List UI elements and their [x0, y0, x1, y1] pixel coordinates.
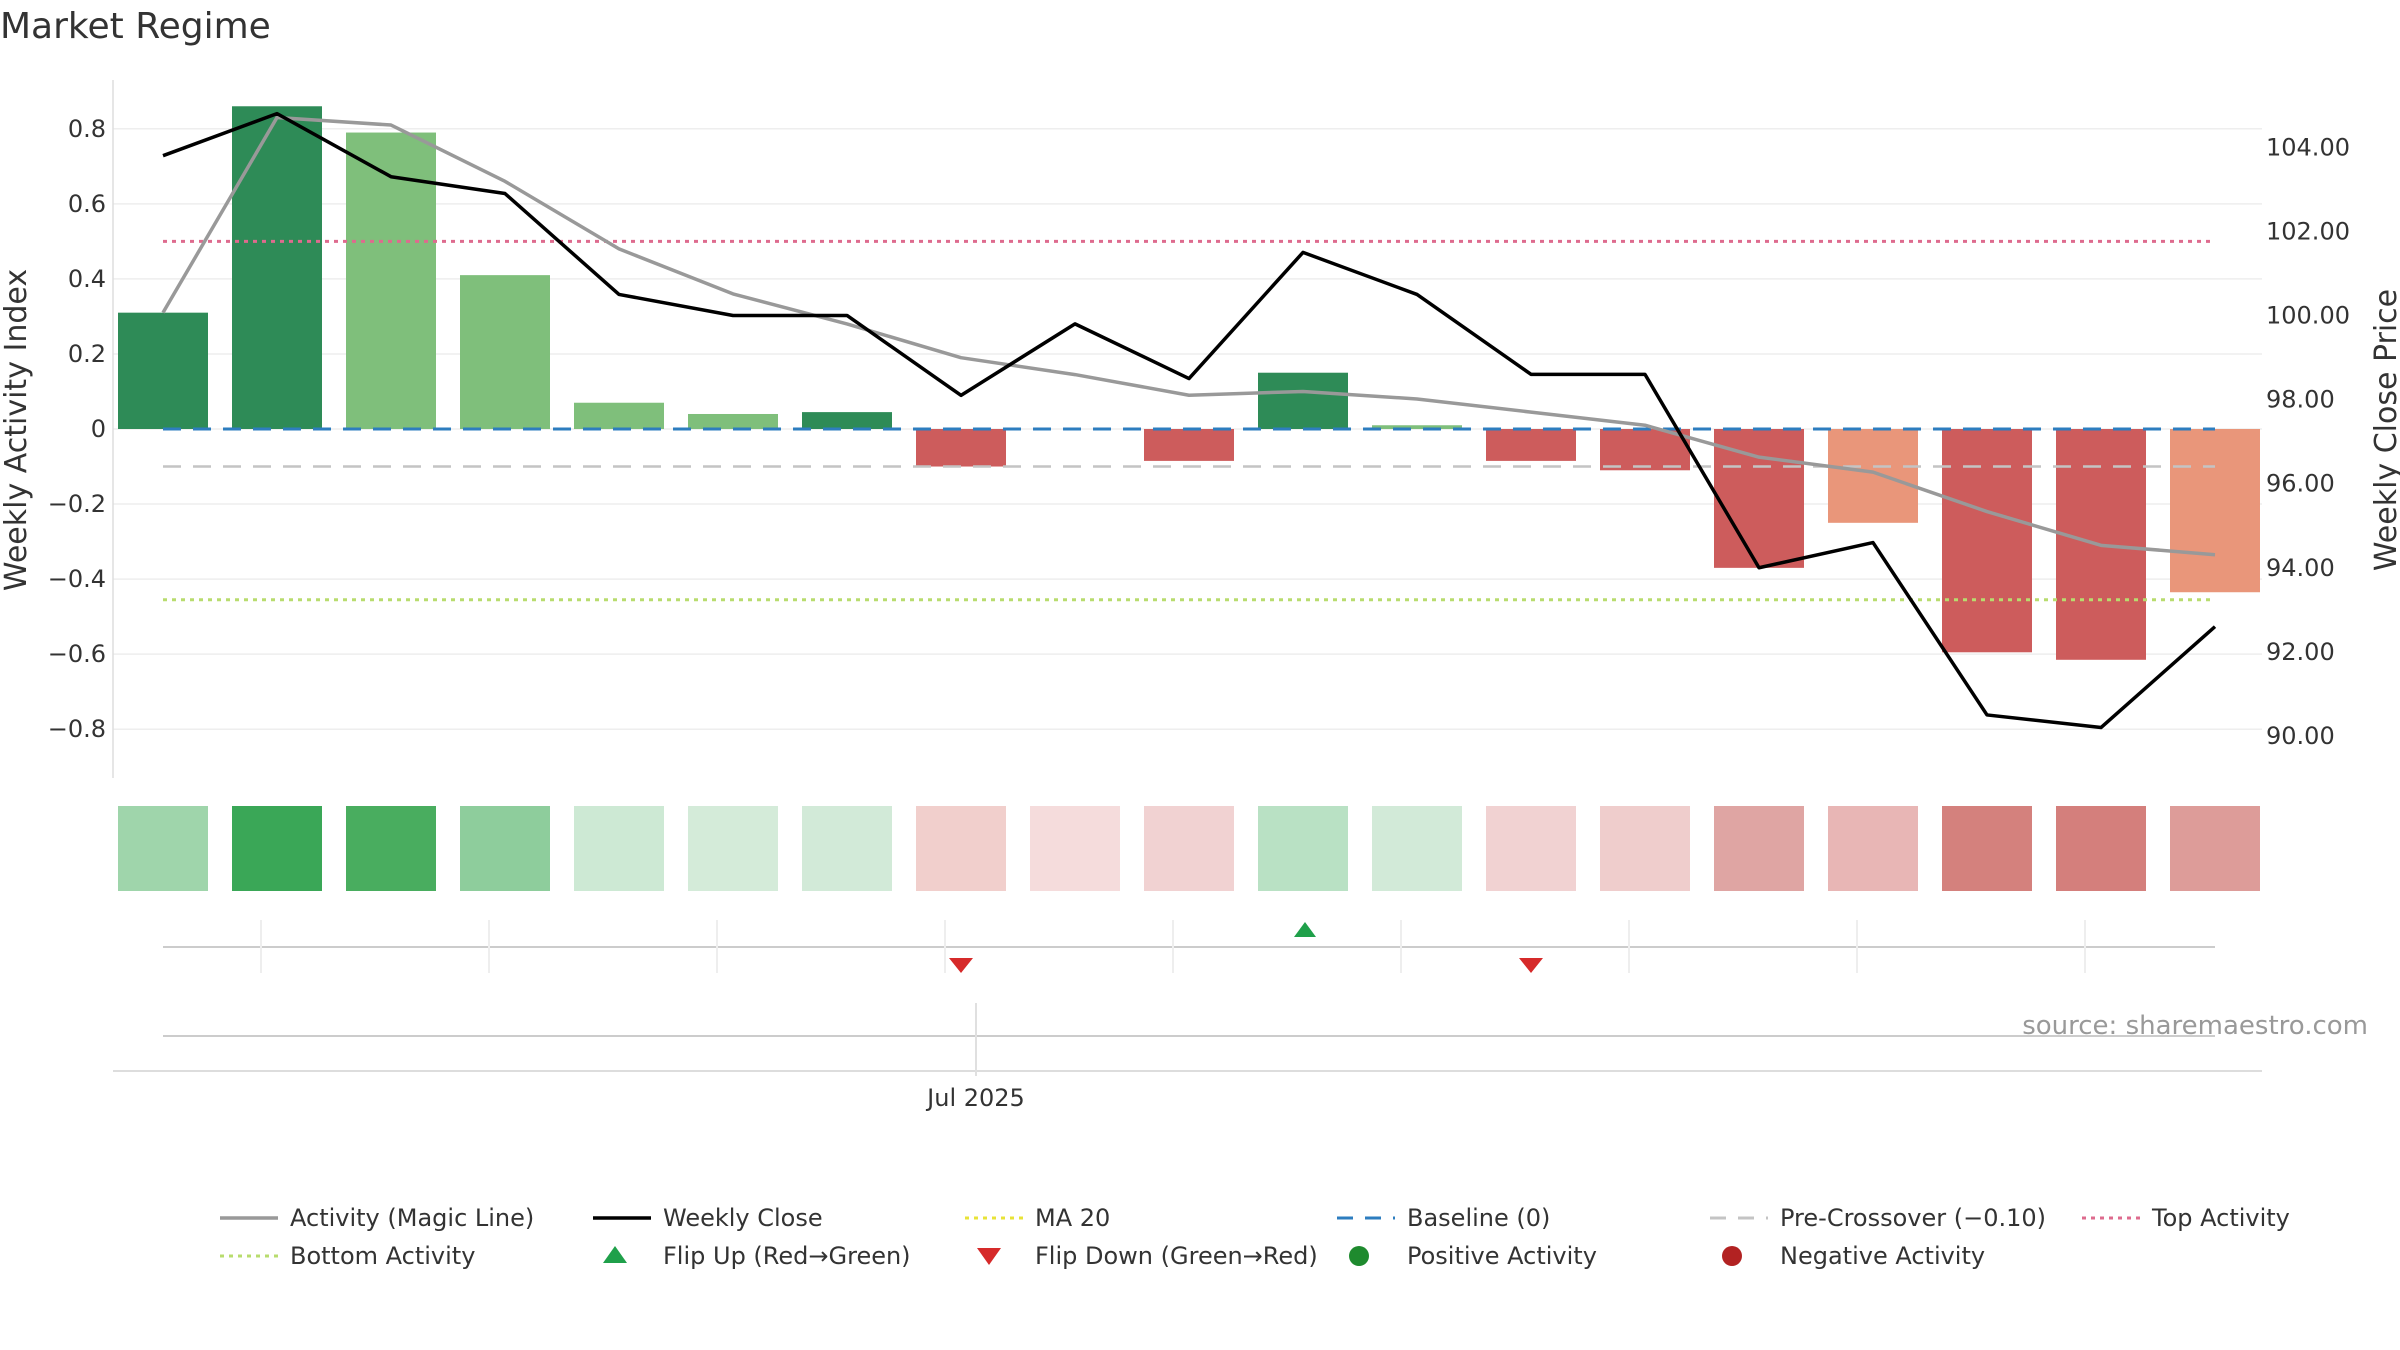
- legend-label: Positive Activity: [1407, 1242, 1597, 1270]
- reference-lines: [163, 239, 2215, 602]
- y-axis-title: Weekly Activity Index: [0, 269, 34, 591]
- date-axis: Jul 2025: [113, 1003, 2262, 1112]
- right-tick-labels: 104.00 102.00 100.00 98.00 96.00 94.00 92.00 90…: [2266, 133, 2350, 750]
- legend-item: Flip Up (Red→Green): [603, 1242, 911, 1270]
- activity-bar: [1258, 372, 1348, 429]
- flip-down-marker: [949, 958, 973, 973]
- legend-item: Baseline (0): [1337, 1204, 1550, 1232]
- heat-cell: [1030, 806, 1120, 891]
- y-tick-label: 0: [91, 415, 106, 443]
- y-tick-label: 0.2: [68, 340, 106, 368]
- y2-tick-label: 96.00: [2266, 470, 2335, 498]
- heat-cell: [1600, 806, 1690, 891]
- legend-item: Positive Activity: [1349, 1242, 1597, 1270]
- activity-bar: [1828, 429, 1918, 523]
- activity-bar: [574, 402, 664, 429]
- heat-cell: [916, 806, 1006, 891]
- chart-title: Market Regime: [0, 6, 271, 47]
- legend-item: Pre-Crossover (−0.10): [1710, 1204, 2046, 1232]
- heat-cell: [1258, 806, 1348, 891]
- left-tick-labels: 0.8 0.6 0.4 0.2 0 −0.2 −0.4 −0.6 −0.8: [48, 115, 106, 743]
- heat-cell: [1144, 806, 1234, 891]
- flip-up-marker: [1294, 922, 1316, 937]
- legend-item: Bottom Activity: [220, 1242, 475, 1270]
- legend-item: Activity (Magic Line): [220, 1204, 534, 1232]
- activity-bar: [1372, 425, 1462, 429]
- legend-label: Negative Activity: [1780, 1242, 1985, 1270]
- y-tick-label: −0.8: [48, 715, 106, 743]
- y-tick-label: −0.2: [48, 490, 106, 518]
- y2-tick-label: 100.00: [2266, 301, 2350, 329]
- legend-label: Flip Up (Red→Green): [663, 1242, 911, 1270]
- y2-tick-label: 102.00: [2266, 217, 2350, 245]
- activity-bar: [802, 412, 892, 429]
- legend-item: Top Activity: [2082, 1204, 2290, 1232]
- heat-cell: [232, 806, 322, 891]
- y-tick-label: 0.4: [68, 265, 106, 293]
- flip-down-marker: [1519, 958, 1543, 973]
- heat-cell: [688, 806, 778, 891]
- series-lines: [161, 111, 2217, 730]
- heat-cell: [1942, 806, 2032, 891]
- legend-label: Activity (Magic Line): [290, 1204, 534, 1232]
- activity-bars: [118, 106, 2260, 660]
- y-tick-label: 0.6: [68, 190, 106, 218]
- legend-swatch: [1349, 1246, 1369, 1266]
- legend-item: Weekly Close: [593, 1204, 823, 1232]
- legend-label: Pre-Crossover (−0.10): [1780, 1204, 2046, 1232]
- y-tick-label: −0.6: [48, 640, 106, 668]
- heat-strip: [118, 806, 2260, 891]
- heat-cell: [460, 806, 550, 891]
- x-tick-label: Jul 2025: [925, 1084, 1025, 1112]
- heat-cell: [1714, 806, 1804, 891]
- heat-cell: [2170, 806, 2260, 891]
- activity-bar: [2170, 429, 2260, 593]
- legend-item: MA 20: [965, 1204, 1110, 1232]
- heat-cell: [574, 806, 664, 891]
- activity-bar: [688, 413, 778, 429]
- activity-bar: [118, 312, 208, 429]
- legend-swatch: [1722, 1246, 1742, 1266]
- legend-swatch: [977, 1248, 1001, 1265]
- heat-cell: [1828, 806, 1918, 891]
- heat-cell: [2056, 806, 2146, 891]
- heat-cell: [1486, 806, 1576, 891]
- legend-label: Weekly Close: [663, 1204, 823, 1232]
- legend-item: Flip Down (Green→Red): [977, 1242, 1318, 1270]
- activity-bar: [1486, 429, 1576, 461]
- y2-tick-label: 104.00: [2266, 133, 2350, 161]
- y2-tick-label: 90.00: [2266, 722, 2335, 750]
- y2-tick-label: 98.00: [2266, 386, 2335, 414]
- legend-label: Baseline (0): [1407, 1204, 1550, 1232]
- y-tick-label: 0.8: [68, 115, 106, 143]
- activity-bar: [460, 275, 550, 429]
- legend-item: Negative Activity: [1722, 1242, 1985, 1270]
- legend-label: Bottom Activity: [290, 1242, 475, 1270]
- magic-line-series: [161, 115, 2216, 557]
- heat-cell: [1372, 806, 1462, 891]
- y2-tick-label: 94.00: [2266, 554, 2335, 582]
- heat-cell: [802, 806, 892, 891]
- heat-cell: [346, 806, 436, 891]
- activity-bar: [1714, 429, 1804, 568]
- legend-label: MA 20: [1035, 1204, 1110, 1232]
- legend-swatch: [603, 1246, 627, 1263]
- legend-label: Top Activity: [2151, 1204, 2290, 1232]
- source-note: source: sharemaestro.com: [2022, 1011, 2368, 1041]
- y2-axis-title: Weekly Close Price: [2369, 289, 2400, 571]
- y2-tick-label: 92.00: [2266, 638, 2335, 666]
- legend: Activity (Magic Line) Weekly Close MA 20 Ba…: [220, 1204, 2290, 1270]
- activity-bar: [916, 429, 1006, 467]
- activity-bar: [232, 106, 322, 430]
- activity-bar: [1600, 429, 1690, 471]
- legend-label: Flip Down (Green→Red): [1035, 1242, 1318, 1270]
- flip-markers: [163, 920, 2215, 973]
- activity-bar: [1942, 429, 2032, 653]
- activity-bar: [1144, 429, 1234, 461]
- weekly-close-series: [162, 111, 2217, 730]
- y-tick-label: −0.4: [48, 565, 106, 593]
- heat-cell: [118, 806, 208, 891]
